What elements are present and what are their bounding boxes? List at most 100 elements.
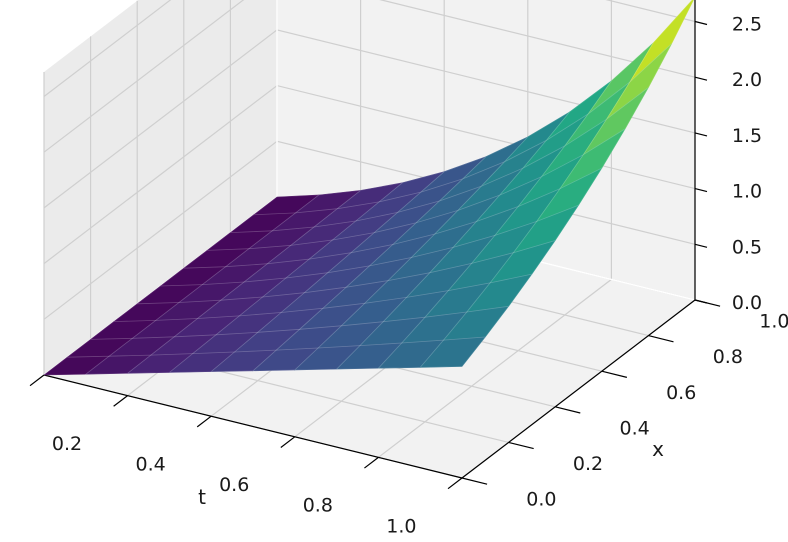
x-axis-title: x: [652, 437, 664, 461]
surface-facet-edge: [219, 277, 288, 301]
surface-facet-edge: [266, 239, 334, 265]
z-tick: [694, 132, 708, 137]
surface-facet-edge: [42, 355, 111, 376]
z-tick-label: 0.5: [732, 236, 762, 258]
gridline-z: [43, 0, 696, 153]
z-tick-label: 2.0: [732, 69, 762, 91]
x-axis-line: [461, 299, 696, 479]
surface-facet-edge: [499, 145, 566, 196]
surface-facet-edge: [419, 336, 487, 368]
surface-facet-edge: [420, 156, 487, 193]
surface-facet-edge: [238, 292, 306, 317]
surface-facet-edge: [210, 349, 278, 373]
surface-facet-edge: [377, 339, 445, 369]
surface-facet-edge: [349, 222, 418, 254]
surface-facet-edge: [279, 286, 348, 314]
surface-facet-edge: [355, 191, 422, 222]
t-tick-label: 0.4: [135, 454, 165, 476]
x-tick-label: 1.0: [759, 311, 788, 333]
surface-facet-edge: [126, 353, 194, 374]
x-tick-label: 0.4: [619, 417, 649, 439]
surface-facet-edge: [363, 272, 431, 304]
surface-facet-edge: [358, 316, 426, 347]
surface-facet-edge: [442, 305, 510, 341]
z-tick: [694, 188, 708, 193]
x-tick: [555, 406, 581, 414]
surface-facet-edge: [457, 167, 524, 211]
surface-facet-edge: [335, 342, 403, 370]
z-tick-label: 1.5: [732, 125, 762, 147]
surface-facet-edge: [66, 337, 134, 358]
surface-facet-edge: [177, 281, 246, 303]
surface-facet-edge: [558, 128, 626, 190]
axes-tick-labels: 0.00.20.40.60.81.00.00.20.40.60.81.00.00…: [52, 14, 788, 538]
surface-facet-edge: [424, 282, 492, 318]
surface-facet-edge: [224, 244, 292, 268]
surface-facet: [419, 336, 486, 368]
surface-facet-edge: [470, 220, 538, 265]
t-axis-title: t: [198, 485, 206, 509]
surface-facet-edge: [321, 280, 390, 309]
surface-facet-edge: [415, 185, 482, 224]
surface-facet-edge: [397, 178, 463, 213]
surface-facet-edge: [214, 312, 283, 336]
z-tick: [694, 243, 708, 248]
z-tick-label: 1.0: [732, 181, 762, 203]
surface-facet-edge: [112, 302, 181, 323]
surface-facet-edge: [374, 200, 440, 233]
surface-facet-edge: [512, 204, 580, 254]
surface-facet-edge: [168, 351, 236, 373]
surface-facet-edge: [428, 234, 497, 274]
left-pane: [44, 0, 277, 375]
surface-facet-edge: [275, 325, 343, 351]
surface-facet-edge: [489, 239, 557, 284]
surface-facet-edge: [344, 256, 413, 288]
surface-facet-edge: [247, 226, 316, 250]
x-tick-label: 0.0: [526, 489, 556, 511]
surface-facet-edge: [439, 161, 505, 202]
surface-facet-edge: [391, 209, 460, 246]
t-tick: [280, 436, 296, 448]
surface-facet-edge: [270, 208, 339, 232]
surface-facet-edge: [522, 113, 589, 169]
surface-facet-edge: [326, 243, 395, 274]
t-tick: [29, 374, 45, 387]
t-tick: [196, 415, 212, 428]
surface-facet-edge: [410, 220, 478, 259]
x-tick: [508, 441, 534, 450]
x-tick: [601, 370, 628, 378]
surface-facet-edge: [182, 248, 251, 269]
surface-facet-edge: [504, 111, 570, 163]
t-tick-label: 0.2: [52, 433, 82, 455]
surface-facet-edge: [196, 296, 264, 319]
surface-facet-edge: [545, 80, 612, 141]
surface-facet-edge: [89, 319, 157, 340]
t-tick: [113, 395, 128, 407]
surface-facet-edge: [337, 182, 404, 210]
surface-facet-edge: [149, 334, 218, 356]
surface-facet-edge: [201, 263, 269, 286]
z-tick: [694, 76, 708, 81]
surface-facet-edge: [131, 318, 199, 339]
surface-facet-edge: [535, 167, 603, 223]
surface-facet-edge: [451, 205, 520, 249]
surface-facet-edge: [564, 81, 631, 147]
t-tick-label: 1.0: [386, 515, 416, 537]
surface-facet-edge: [251, 347, 320, 372]
surface-facet-edge: [242, 258, 311, 283]
surface-facet-edge: [284, 252, 353, 279]
x-tick-label: 0.8: [713, 346, 743, 368]
axes-ticks: [29, 20, 721, 490]
x-tick: [648, 335, 674, 343]
surface-facet-edge: [462, 136, 529, 180]
t-tick-label: 0.6: [219, 474, 249, 496]
x-tick: [461, 477, 488, 485]
surface-facet-edge: [582, 87, 649, 156]
gridline-z: [43, 0, 696, 97]
z-tick-label: 2.5: [732, 14, 762, 36]
z-tick-label: 0.0: [732, 292, 762, 314]
surface-facet-edge: [84, 354, 153, 375]
surface-facet-edge: [400, 311, 468, 344]
surface-facet-edge: [493, 187, 562, 237]
surface-facet-edge: [172, 315, 241, 338]
